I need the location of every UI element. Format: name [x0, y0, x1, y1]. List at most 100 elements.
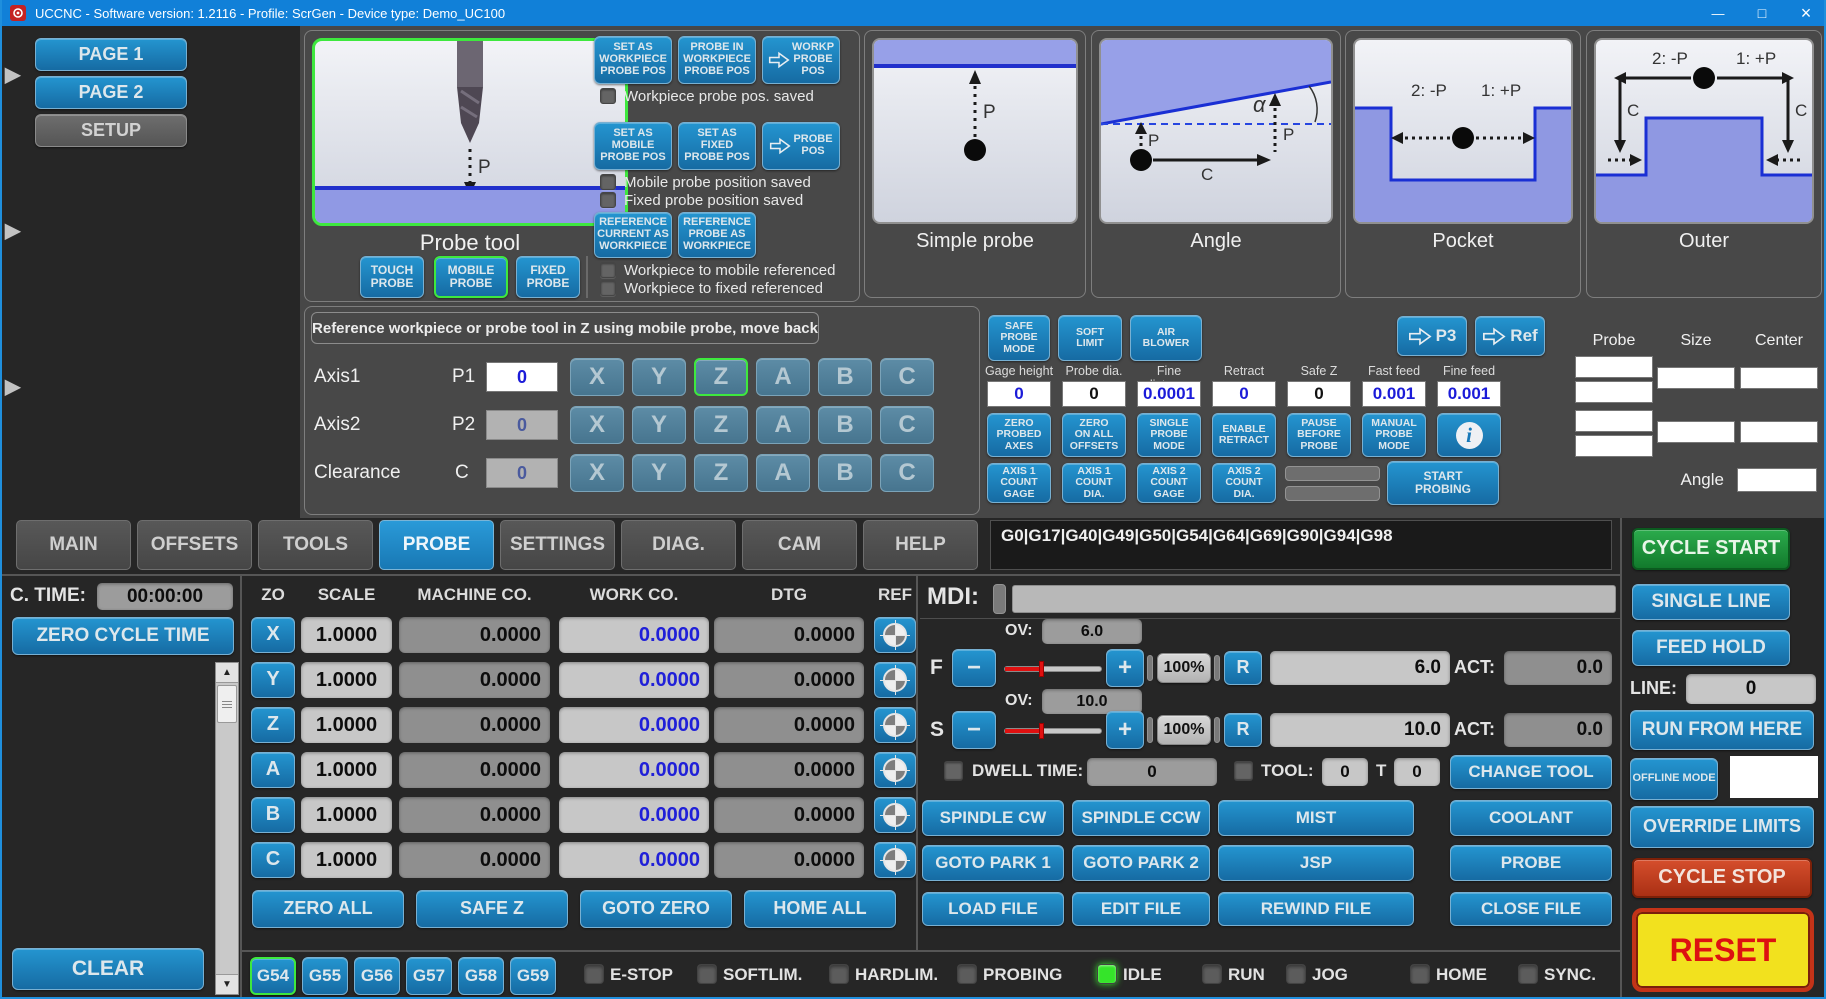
load-file-button[interactable]: LOAD FILE — [922, 892, 1064, 926]
spindle-minus-button[interactable]: − — [952, 711, 996, 749]
fixed-probe-button[interactable]: FIXED PROBE — [516, 256, 580, 298]
probe-dia-field[interactable]: 0 — [1062, 381, 1126, 407]
jsp-button[interactable]: JSP — [1218, 845, 1414, 881]
fixed-probe-position-saved-checkbox[interactable] — [600, 192, 616, 208]
tab-cam[interactable]: CAM — [742, 520, 857, 570]
zero-a-button[interactable]: A — [251, 752, 295, 788]
zero-x-button[interactable]: X — [251, 617, 295, 653]
axis1-y-button[interactable]: Y — [632, 358, 686, 396]
safe-z-button[interactable]: SAFE Z — [416, 890, 568, 928]
reference-current-as-workpiece-button[interactable]: REFERENCE CURRENT AS WORKPIECE — [594, 212, 672, 258]
z-scale-field[interactable]: 1.0000 — [301, 707, 392, 743]
page1-button[interactable]: PAGE 1 — [35, 38, 187, 71]
cycle-stop-button[interactable]: CYCLE STOP — [1632, 858, 1812, 898]
ref-home-c-button[interactable] — [874, 842, 916, 878]
workpiece-to-fixed-referenced-checkbox[interactable] — [600, 280, 616, 296]
y-work-co[interactable]: 0.0000 — [559, 662, 709, 698]
axis2-x-button[interactable]: X — [570, 406, 624, 444]
a-scale-field[interactable]: 1.0000 — [301, 752, 392, 788]
feed-reset-override-button[interactable]: R — [1224, 651, 1262, 685]
tab-tools[interactable]: TOOLS — [258, 520, 373, 570]
feed-100pct-button[interactable]: 100% — [1157, 653, 1211, 683]
scroll-up-button[interactable]: ▲ — [216, 663, 238, 683]
x-work-co[interactable]: 0.0000 — [559, 617, 709, 653]
spindle-slider-thumb[interactable] — [1038, 723, 1044, 739]
tool-checkbox[interactable] — [1234, 761, 1253, 780]
spindle-cw-button[interactable]: SPINDLE CW — [922, 800, 1064, 836]
pocket-probe-image[interactable]: 2: -P 1: +P — [1353, 38, 1573, 224]
axis2-a-button[interactable]: A — [756, 406, 810, 444]
clearance-z-button[interactable]: Z — [694, 454, 748, 492]
ref-home-x-button[interactable] — [874, 617, 916, 653]
set-as-workpiece-probe-pos-button[interactable]: SET AS WORKPIECE PROBE POS — [594, 36, 672, 84]
fine-distance-field[interactable]: 0.0001 — [1137, 381, 1201, 407]
flyout-arrow-bottom-icon[interactable]: ▶ — [5, 376, 21, 398]
fine-feed-field[interactable]: 0.001 — [1437, 381, 1501, 407]
close-file-button[interactable]: CLOSE FILE — [1450, 892, 1612, 926]
spindle-override-slider[interactable] — [1004, 723, 1102, 739]
axis2-b-button[interactable]: B — [818, 406, 872, 444]
clearance-b-button[interactable]: B — [818, 454, 872, 492]
axis2-p2-field[interactable]: 0 — [486, 410, 558, 440]
change-tool-button[interactable]: CHANGE TOOL — [1450, 755, 1612, 789]
angle-probe-image[interactable]: α P C P — [1099, 38, 1333, 224]
zero-all-button[interactable]: ZERO ALL — [252, 890, 404, 928]
probe-action-button[interactable]: PROBE — [1450, 845, 1612, 881]
axis2-count-dia-button[interactable]: AXIS 2 COUNT DIA. — [1212, 463, 1276, 503]
offline-mode-button[interactable]: OFFLINE MODE — [1630, 758, 1718, 800]
workpiece-probe-p​os-saved-checkbox[interactable] — [600, 88, 616, 104]
workpiece-to-mobile-referenced-checkbox[interactable] — [600, 262, 616, 278]
tab-diag[interactable]: DIAG. — [621, 520, 736, 570]
pause-before-probe-button[interactable]: PAUSE BEFORE PROBE — [1287, 413, 1351, 457]
flyout-arrow-middle-icon[interactable]: ▶ — [5, 220, 21, 242]
y-scale-field[interactable]: 1.0000 — [301, 662, 392, 698]
axis1-z-button[interactable]: Z — [694, 358, 748, 396]
mobile-probe-position-saved-checkbox[interactable] — [600, 174, 616, 190]
cycle-start-button[interactable]: CYCLE START — [1632, 528, 1790, 570]
x-scale-field[interactable]: 1.0000 — [301, 617, 392, 653]
log-scrollbar[interactable]: ▲ ▼ — [215, 662, 239, 995]
rewind-file-button[interactable]: REWIND FILE — [1218, 892, 1414, 926]
ref-home-y-button[interactable] — [874, 662, 916, 698]
z-work-co[interactable]: 0.0000 — [559, 707, 709, 743]
close-button[interactable]: × — [1800, 2, 1812, 23]
goto-park2-button[interactable]: GOTO PARK 2 — [1072, 845, 1210, 881]
goto-probe-pos-button[interactable]: PROBE POS — [762, 122, 840, 170]
probe-info-button[interactable]: i — [1437, 413, 1501, 457]
ref-home-b-button[interactable] — [874, 797, 916, 833]
touch-probe-button[interactable]: TOUCH PROBE — [360, 256, 424, 298]
outer-probe-image[interactable]: 2: -P 1: +P C C — [1594, 38, 1814, 224]
gage-height-field[interactable]: 0 — [987, 381, 1051, 407]
mobile-probe-button[interactable]: MOBILE PROBE — [434, 256, 508, 298]
axis1-a-button[interactable]: A — [756, 358, 810, 396]
mist-button[interactable]: MIST — [1218, 800, 1414, 836]
axis1-count-dia-button[interactable]: AXIS 1 COUNT DIA. — [1062, 463, 1126, 503]
g56-button[interactable]: G56 — [354, 957, 400, 995]
clearance-field[interactable]: 0 — [486, 458, 558, 488]
clear-button[interactable]: CLEAR — [12, 948, 204, 990]
c-work-co[interactable]: 0.0000 — [559, 842, 709, 878]
override-limits-button[interactable]: OVERRIDE LIMITS — [1630, 806, 1814, 848]
g55-button[interactable]: G55 — [302, 957, 348, 995]
goto-ref-button[interactable]: Ref — [1475, 316, 1545, 356]
ref-home-a-button[interactable] — [874, 752, 916, 788]
t-value[interactable]: 0 — [1394, 758, 1440, 786]
goto-p3-button[interactable]: P3 — [1397, 316, 1467, 356]
scroll-down-button[interactable]: ▼ — [216, 974, 238, 994]
home-all-button[interactable]: HOME ALL — [744, 890, 896, 928]
page2-button[interactable]: PAGE 2 — [35, 76, 187, 109]
b-work-co[interactable]: 0.0000 — [559, 797, 709, 833]
axis2-y-button[interactable]: Y — [632, 406, 686, 444]
axis1-c-button[interactable]: C — [880, 358, 934, 396]
single-probe-mode-button[interactable]: SINGLE PROBE MODE — [1137, 413, 1201, 457]
axis1-x-button[interactable]: X — [570, 358, 624, 396]
feed-slider-thumb[interactable] — [1038, 661, 1044, 677]
tab-offsets[interactable]: OFFSETS — [137, 520, 252, 570]
dwell-time-value[interactable]: 0 — [1087, 758, 1217, 786]
enable-retract-button[interactable]: ENABLE RETRACT — [1212, 413, 1276, 457]
tab-help[interactable]: HELP — [863, 520, 978, 570]
feed-hold-button[interactable]: FEED HOLD — [1632, 630, 1790, 666]
spindle-plus-button[interactable]: + — [1106, 711, 1144, 749]
ref-home-z-button[interactable] — [874, 707, 916, 743]
safe-probe-mode-button[interactable]: SAFE PROBE MODE — [988, 315, 1050, 361]
